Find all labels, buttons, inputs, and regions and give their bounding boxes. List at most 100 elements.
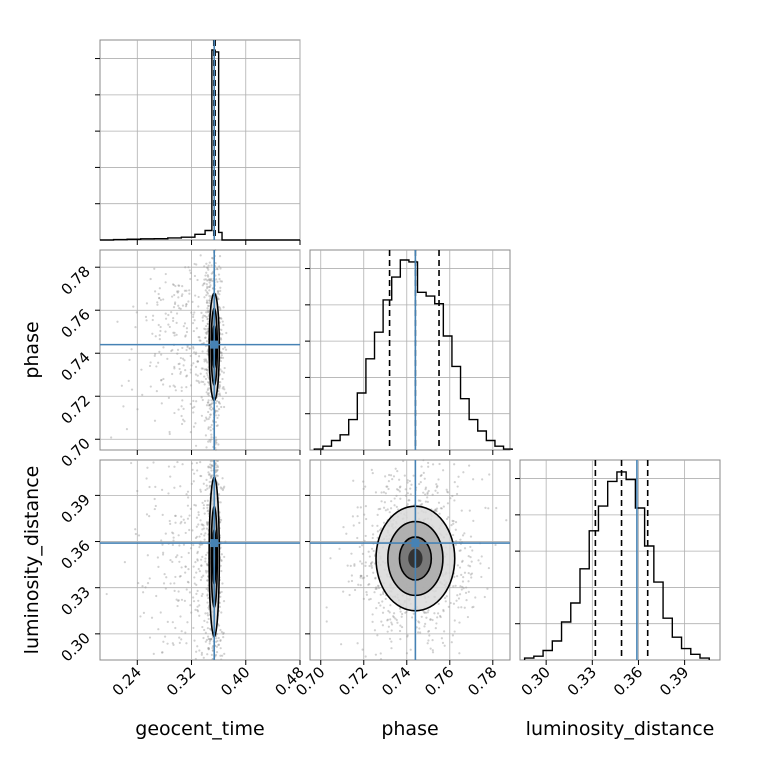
sample-point	[456, 574, 459, 578]
sample-point	[201, 398, 204, 402]
sample-point	[200, 367, 203, 370]
sample-point	[173, 385, 177, 388]
sample-point	[194, 536, 198, 540]
sample-point	[398, 486, 402, 489]
sample-point	[204, 532, 207, 535]
sample-point	[204, 416, 208, 419]
sample-point	[220, 354, 223, 357]
sample-point	[175, 312, 179, 315]
sample-point	[207, 427, 210, 430]
sample-point	[451, 494, 454, 498]
sample-point	[204, 631, 207, 634]
sample-point	[206, 635, 210, 638]
sample-point	[148, 485, 151, 489]
sample-point	[185, 330, 189, 334]
sample-point	[206, 393, 209, 396]
sample-point	[427, 630, 430, 633]
sample-point	[205, 331, 209, 334]
sample-point	[399, 638, 402, 641]
sample-point	[374, 587, 377, 591]
sample-point	[210, 464, 213, 467]
sample-point	[455, 599, 458, 602]
sample-point	[178, 362, 181, 365]
sample-point	[209, 440, 212, 443]
sample-point	[140, 368, 143, 371]
sample-point	[206, 301, 209, 304]
sample-point	[161, 553, 165, 556]
sample-point	[461, 585, 464, 589]
sample-point	[461, 560, 464, 563]
sample-point	[210, 475, 213, 479]
sample-point	[188, 347, 191, 350]
sample-point	[177, 408, 180, 411]
sample-point	[216, 459, 219, 463]
sample-point	[155, 390, 158, 393]
sample-point	[174, 514, 177, 518]
sample-point	[180, 566, 183, 569]
sample-point	[409, 648, 412, 651]
sample-point	[455, 492, 459, 496]
sample-point	[161, 543, 164, 546]
sample-point	[205, 368, 208, 371]
sample-point	[452, 533, 455, 537]
sample-point	[221, 477, 224, 480]
sample-point	[375, 586, 378, 589]
sample-point	[195, 263, 198, 266]
sample-point	[408, 499, 411, 502]
x-tick-label: 0.76	[421, 663, 457, 699]
sample-point	[187, 568, 190, 571]
sample-point	[196, 610, 200, 613]
sample-point	[162, 582, 166, 585]
sample-point	[206, 401, 210, 404]
sample-point	[215, 438, 218, 442]
sample-point	[205, 587, 208, 591]
sample-point	[431, 639, 434, 642]
sample-point	[406, 479, 409, 482]
histogram-step	[523, 471, 710, 660]
sample-point	[187, 581, 190, 584]
sample-point	[178, 560, 181, 563]
sample-point	[206, 317, 210, 320]
sample-point	[481, 478, 484, 481]
sample-point	[367, 598, 371, 601]
sample-point	[427, 639, 430, 642]
sample-point	[200, 594, 203, 598]
sample-point	[382, 506, 386, 509]
sample-point	[208, 486, 211, 489]
sample-point	[387, 609, 390, 613]
sample-point	[209, 413, 212, 416]
sample-point	[469, 545, 472, 549]
sample-point	[172, 316, 175, 320]
sample-point	[172, 539, 175, 542]
sample-point	[171, 621, 174, 624]
x-tick-label: 0.36	[610, 663, 646, 699]
sample-point	[209, 426, 212, 429]
sample-point	[205, 315, 208, 319]
sample-point	[423, 477, 426, 480]
y-axis-label-phase: phase	[21, 321, 43, 378]
y-tick-label: 0.39	[57, 490, 93, 526]
y-tick-label: 0.30	[57, 629, 93, 665]
sample-point	[154, 352, 157, 356]
sample-point	[206, 304, 210, 307]
sample-point	[110, 436, 113, 439]
sample-point	[192, 313, 195, 316]
sample-point	[195, 571, 198, 574]
sample-point	[203, 327, 206, 330]
sample-point	[369, 597, 372, 601]
sample-point	[457, 475, 460, 478]
sample-point	[356, 515, 359, 518]
sample-point	[215, 637, 218, 640]
sample-point	[161, 651, 164, 654]
sample-point	[160, 488, 164, 491]
sample-point	[215, 399, 219, 403]
sample-point	[141, 585, 144, 588]
sample-point	[377, 601, 380, 605]
sample-point	[367, 583, 370, 586]
sample-point	[350, 574, 353, 577]
sample-point	[391, 478, 394, 481]
sample-point	[180, 414, 183, 418]
sample-point	[207, 417, 210, 421]
sample-point	[364, 485, 367, 488]
sample-point	[207, 381, 211, 384]
